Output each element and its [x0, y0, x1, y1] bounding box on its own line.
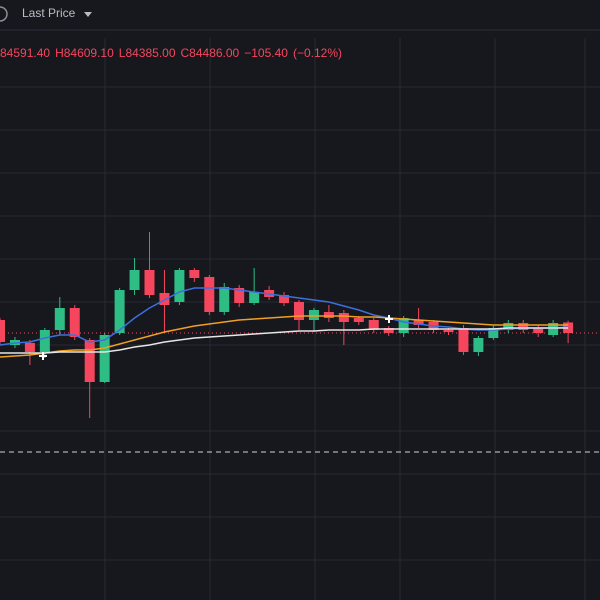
candle-body	[114, 290, 125, 333]
candle-body	[39, 330, 50, 352]
candle-body	[368, 320, 379, 330]
candle-body	[294, 302, 304, 320]
candle-body	[144, 270, 155, 295]
candle-body	[279, 295, 290, 303]
dropdown-arrow[interactable]	[84, 12, 92, 17]
candle-body	[24, 343, 35, 352]
price-mode[interactable]: Last Price	[22, 6, 76, 20]
toolbar	[0, 0, 600, 30]
candle-body	[353, 318, 364, 322]
candle-body	[518, 323, 529, 330]
toolbar-icon[interactable]	[0, 6, 8, 22]
candle-body	[503, 323, 514, 330]
plot-area	[0, 232, 600, 418]
ohlc-value: H84609.10	[55, 46, 114, 60]
moving-average-line	[0, 315, 569, 358]
candle-body	[338, 313, 349, 322]
candle-body	[488, 328, 499, 338]
candle-body	[69, 308, 80, 337]
ohlc-value: −105.40	[244, 46, 288, 60]
candle-body	[189, 270, 200, 278]
cursor-marker	[385, 315, 393, 323]
candle-body	[473, 338, 484, 352]
candle-body	[0, 320, 5, 342]
candle-body	[458, 328, 469, 352]
candle-body	[443, 330, 454, 332]
candle-body	[54, 308, 65, 330]
candle-body	[249, 292, 260, 303]
grid	[0, 38, 600, 600]
candle-body	[308, 310, 319, 320]
ohlc-value: C84486.00	[181, 46, 240, 60]
candle-body	[533, 328, 544, 333]
candle-body	[234, 288, 245, 303]
candle-body	[159, 293, 170, 305]
ohlc-legend: 84591.40 H84609.10 L84385.00 C84486.00 −105.…	[0, 46, 342, 60]
candle-body	[174, 270, 185, 302]
cursor-marker	[39, 352, 47, 360]
candle-body	[219, 287, 230, 312]
candle-body	[398, 318, 409, 333]
candle-body	[204, 277, 215, 312]
candle-body	[383, 328, 394, 333]
candle-body	[99, 335, 110, 382]
ohlc-value: 84591.40	[0, 46, 50, 60]
candle-body	[548, 323, 559, 335]
candle-body	[323, 312, 334, 318]
candle-body	[413, 320, 424, 325]
candle-body	[84, 340, 95, 382]
ohlc-value: L84385.00	[119, 46, 176, 60]
moving-average-line	[0, 327, 569, 354]
ohlc-value: (−0.12%)	[293, 46, 342, 60]
candle-body	[129, 270, 140, 290]
